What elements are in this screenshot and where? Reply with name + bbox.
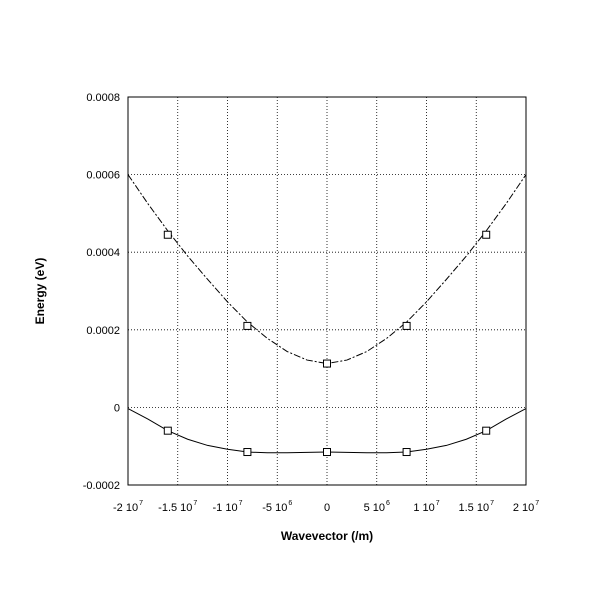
series-2-marker — [402, 448, 411, 457]
x-tick-label: 5 106 — [364, 500, 390, 514]
grid — [128, 97, 526, 485]
x-tick-label: -1.5 107 — [158, 500, 197, 514]
series-1-marker — [243, 321, 252, 330]
y-tick-label: 0.0006 — [86, 170, 120, 182]
series-2-marker — [243, 448, 252, 457]
y-tick-labels: -0.0002 0 0.0002 0.0004 0.0006 0.0008 — [83, 92, 120, 492]
y-tick-label: -0.0002 — [83, 480, 120, 492]
x-tick-label: -5 106 — [262, 500, 292, 514]
series-1-marker — [323, 359, 331, 368]
x-tick-label: -1 107 — [213, 500, 243, 514]
y-tick-label: 0.0004 — [86, 247, 120, 259]
series-1-marker — [482, 230, 491, 239]
x-axis-title: Wavevector (/m) — [281, 529, 373, 543]
x-tick-label: 1 107 — [413, 500, 439, 514]
x-tick-label: -2 107 — [113, 500, 143, 514]
series-1-marker — [163, 230, 172, 239]
series-2-marker — [323, 448, 331, 457]
x-tick-label: 1.5 107 — [459, 500, 495, 514]
series-2-marker — [482, 426, 491, 435]
series-2-marker — [163, 426, 172, 435]
y-axis-title: Energy (eV) — [33, 258, 47, 325]
series-markers — [163, 230, 491, 457]
series-1-marker — [402, 321, 411, 330]
y-tick-label: 0.0008 — [86, 92, 120, 104]
series-1-line — [127, 174, 527, 365]
x-tick-labels: -2 107 -1.5 107 -1 107 -5 106 0 5 106 1 107 1.5… — [113, 500, 539, 514]
x-tick-label: 0 — [324, 502, 330, 514]
y-tick-label: 0.0002 — [86, 325, 120, 337]
x-tick-label: 2 107 — [513, 500, 539, 514]
y-tick-label: 0 — [114, 402, 120, 414]
plot-frame — [127, 96, 527, 486]
